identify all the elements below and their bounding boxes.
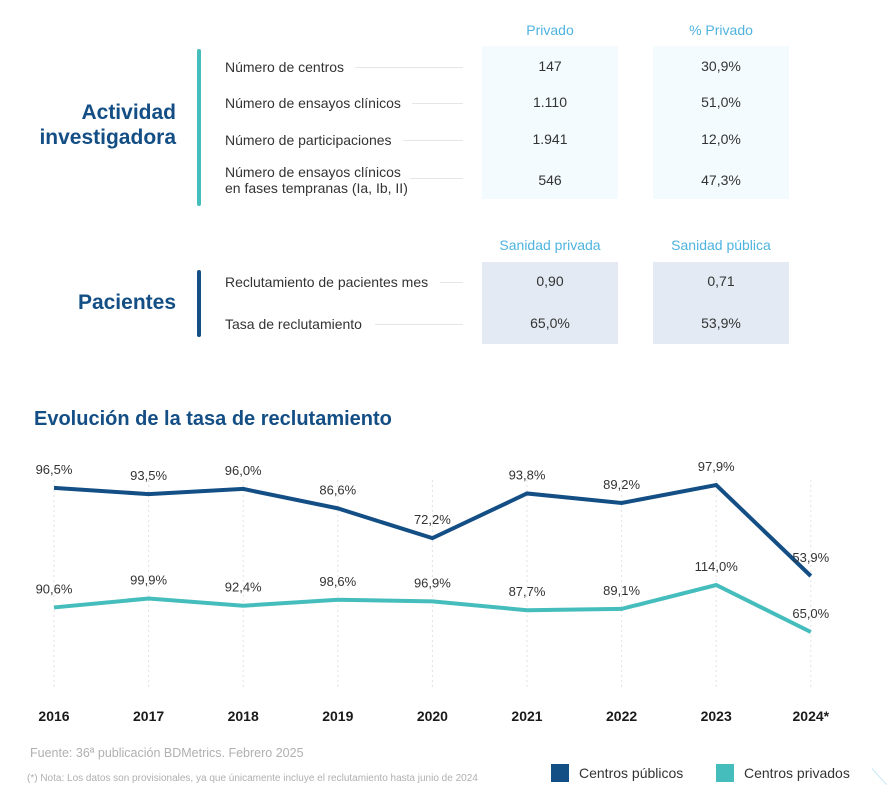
x-tick-label: 2018	[228, 708, 259, 724]
row-rule	[412, 103, 463, 104]
data-label: 99,9%	[130, 573, 167, 588]
activity-title-line1: Actividad	[81, 101, 176, 124]
data-label: 92,4%	[225, 580, 262, 595]
decorative-line	[871, 768, 888, 786]
data-label: 93,8%	[509, 467, 546, 482]
data-label: 96,0%	[225, 463, 262, 478]
activity-row-label-line1: Número de ensayos clínicos	[225, 164, 401, 180]
legend-item-privados: Centros privados	[716, 764, 850, 782]
data-label: 114,0%	[695, 559, 739, 574]
x-tick-label: 2023	[701, 708, 732, 724]
activity-title: Actividad investigadora	[39, 100, 176, 150]
x-tick-label: 2024*	[793, 708, 830, 724]
data-label: 87,7%	[509, 584, 546, 599]
recruitment-line-chart: 2016 2017 2018 2019 2020 2021 2022 2023 2024* 96,…	[36, 459, 830, 724]
patients-title: Pacientes	[77, 291, 176, 314]
activity-cell: 47,3%	[701, 172, 741, 188]
data-label: 65,0%	[792, 606, 829, 621]
data-label: 96,9%	[414, 575, 451, 590]
col-header-sanidad-publica: Sanidad pública	[671, 237, 771, 253]
patients-col-publica-bg	[653, 262, 789, 344]
activity-row-label: Número de ensayos clínicos en fases temp…	[225, 164, 408, 196]
activity-divider	[197, 49, 201, 206]
data-label: 98,6%	[319, 574, 356, 589]
x-tick-label: 2019	[322, 708, 353, 724]
row-rule	[355, 67, 463, 68]
patients-cell: 0,90	[536, 273, 564, 289]
provisional-note: (*) Nota: Los datos son provisionales, y…	[27, 773, 478, 784]
legend-label: Centros privados	[744, 765, 850, 781]
data-label: 72,2%	[414, 512, 451, 527]
source-note: Fuente: 36ª publicación BDMetrics. Febre…	[30, 746, 304, 760]
row-rule	[375, 324, 463, 325]
activity-cell: 147	[538, 58, 562, 74]
patients-col-privada-bg	[482, 262, 618, 344]
activity-cell: 1.941	[532, 131, 568, 147]
chart-title: Evolución de la tasa de reclutamiento	[34, 408, 392, 430]
legend-swatch-publicos	[551, 764, 569, 782]
activity-col-pct-bg	[653, 46, 789, 199]
series-line-privados	[53, 582, 812, 634]
activity-row-label: Número de centros	[225, 59, 345, 75]
patients-cell: 65,0%	[530, 315, 570, 331]
x-tick-label: 2017	[133, 708, 164, 724]
data-label: 89,1%	[603, 583, 640, 598]
activity-row-label-line2: en fases tempranas (Ia, Ib, II)	[225, 180, 408, 196]
activity-cell: 1.110	[533, 94, 567, 110]
data-label: 53,9%	[792, 550, 829, 565]
x-tick-label: 2016	[38, 708, 69, 724]
legend-swatch-privados	[716, 764, 734, 782]
row-rule	[410, 178, 463, 179]
activity-title-line2: investigadora	[39, 126, 176, 149]
activity-cell: 546	[538, 172, 562, 188]
row-rule	[403, 140, 463, 141]
patients-row-label: Reclutamiento de pacientes mes	[225, 274, 429, 290]
activity-cell: 30,9%	[701, 58, 741, 74]
x-tick-label: 2020	[417, 708, 448, 724]
activity-row-label: Número de participaciones	[225, 132, 392, 148]
col-header-pct-privado: % Privado	[689, 22, 753, 38]
data-label: 93,5%	[130, 468, 167, 483]
data-label: 96,5%	[36, 462, 73, 477]
col-header-privado: Privado	[526, 22, 574, 38]
legend-label: Centros públicos	[579, 765, 684, 781]
patients-divider	[197, 270, 201, 337]
activity-col-privado-bg	[482, 46, 618, 199]
patients-cell: 53,9%	[701, 315, 741, 331]
x-tick-label: 2022	[606, 708, 637, 724]
activity-cell: 51,0%	[701, 94, 741, 110]
patients-row-label: Tasa de reclutamiento	[225, 316, 362, 332]
activity-cell: 12,0%	[701, 131, 741, 147]
data-label: 97,9%	[698, 459, 735, 474]
data-label: 90,6%	[36, 581, 73, 596]
data-label: 86,6%	[319, 482, 356, 497]
patients-cell: 0,71	[707, 273, 735, 289]
row-rule	[440, 282, 463, 283]
col-header-sanidad-privada: Sanidad privada	[499, 237, 601, 253]
legend-item-publicos: Centros públicos	[551, 764, 683, 782]
data-label: 89,2%	[603, 477, 640, 492]
x-tick-label: 2021	[511, 708, 542, 724]
activity-row-label: Número de ensayos clínicos	[225, 95, 401, 111]
